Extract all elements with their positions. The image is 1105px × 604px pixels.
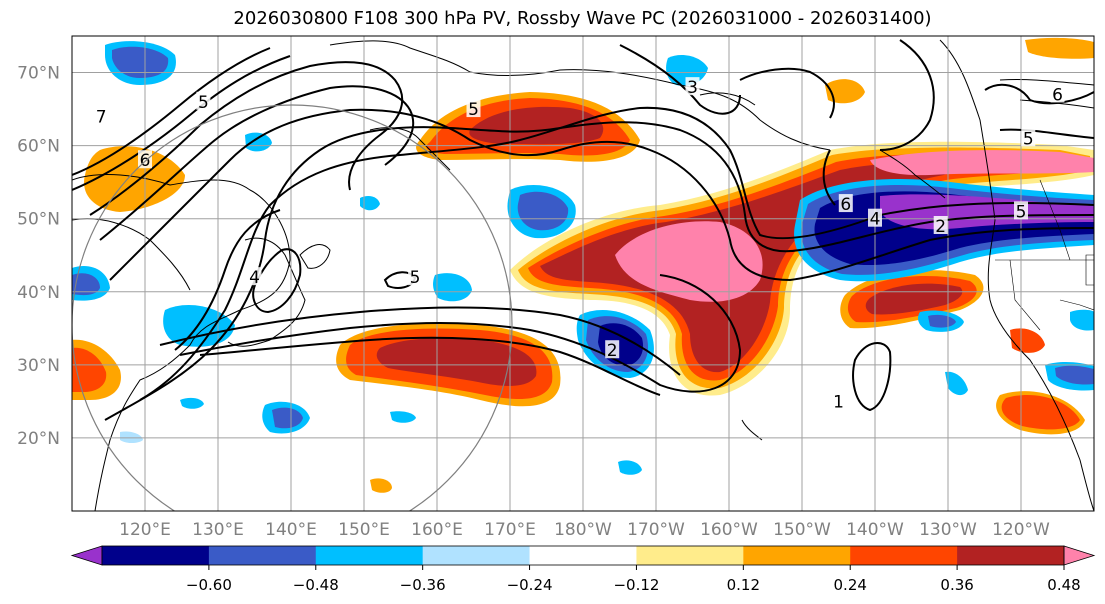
map-grid bbox=[72, 36, 1094, 511]
contour-label-bg bbox=[247, 267, 262, 286]
colorbar-tick-label: 0.36 bbox=[940, 576, 973, 594]
lat-tick-label: 50°N bbox=[17, 210, 60, 230]
colorbar-segment bbox=[529, 546, 637, 565]
longitude-tick-labels: 120°E 130°E 140°E 150°E 160°E 170°E 180°W 170°W… bbox=[119, 520, 1050, 540]
selection-circle bbox=[72, 104, 513, 511]
contour-label: 2 bbox=[607, 341, 618, 361]
lat-tick-label: 30°N bbox=[17, 356, 60, 376]
colorbar-tick-label: −0.24 bbox=[507, 576, 553, 594]
contour-label: 7 bbox=[96, 107, 107, 127]
lon-tick-label: 130°E bbox=[192, 520, 244, 540]
contour-label-bg bbox=[1050, 84, 1065, 103]
contour-label-bg bbox=[94, 106, 109, 125]
contour-label-bg bbox=[838, 194, 853, 213]
lon-tick-label: 180°W bbox=[554, 520, 612, 540]
colorbar-tick-label: −0.48 bbox=[293, 576, 339, 594]
lon-tick-label: 160°E bbox=[411, 520, 463, 540]
map-frame bbox=[71, 35, 1095, 512]
colorbar-outline bbox=[101, 545, 1065, 566]
pv-contours bbox=[72, 39, 1094, 421]
borders bbox=[995, 179, 1094, 331]
colorbar-tick-label: 0.48 bbox=[1047, 576, 1080, 594]
latitude-tick-labels: 20°N 30°N 40°N 50°N 60°N 70°N bbox=[17, 64, 60, 449]
lon-tick-label: 150°E bbox=[338, 520, 390, 540]
lat-tick-label: 20°N bbox=[17, 429, 60, 449]
contour-label-bg bbox=[1014, 201, 1028, 220]
lat-tick-label: 60°N bbox=[17, 137, 60, 157]
lon-tick-label: 120°E bbox=[119, 520, 171, 540]
colorbar-tick-labels: −0.60 −0.48 −0.36 −0.24 −0.12 0.12 0.24 0.36 0.4… bbox=[186, 565, 1081, 594]
colorbar-segment bbox=[850, 546, 958, 565]
colorbar-tick-label: 0.24 bbox=[834, 576, 867, 594]
contour-label-bg bbox=[831, 391, 846, 410]
colorbar-extend-low bbox=[70, 545, 103, 566]
contour-label-bg bbox=[196, 91, 211, 110]
colorbar-extend-high bbox=[1063, 545, 1096, 566]
contour-label: 4 bbox=[249, 268, 260, 288]
contour-label: 6 bbox=[840, 195, 851, 215]
coastlines bbox=[72, 39, 1094, 511]
lon-tick-label: 140°W bbox=[846, 520, 904, 540]
contour-label: 1 bbox=[833, 392, 844, 412]
colorbar-segment bbox=[636, 546, 744, 565]
lat-tick-label: 40°N bbox=[17, 283, 60, 303]
lat-tick-label: 70°N bbox=[17, 64, 60, 84]
contour-label: 5 bbox=[468, 100, 479, 120]
contour-label: 3 bbox=[687, 78, 698, 98]
contour-label: 4 bbox=[870, 210, 881, 230]
contour-label: 5 bbox=[410, 268, 421, 288]
colorbar-segment bbox=[957, 546, 1065, 565]
contour-label-bg bbox=[1021, 128, 1036, 147]
lon-tick-label: 160°W bbox=[700, 520, 758, 540]
colorbar-tick-label: 0.12 bbox=[727, 576, 760, 594]
contour-label-bg bbox=[685, 77, 700, 96]
colorbar-tick-label: −0.12 bbox=[613, 576, 659, 594]
lon-tick-label: 150°W bbox=[773, 520, 831, 540]
colorbar-tick-label: −0.60 bbox=[186, 576, 232, 594]
contour-label-bg bbox=[933, 216, 948, 234]
contour-label-bg bbox=[466, 99, 481, 118]
contour-label-bg bbox=[605, 340, 620, 359]
map-title: 2026030800 F108 300 hPa PV, Rossby Wave … bbox=[233, 8, 932, 29]
lon-tick-label: 140°E bbox=[265, 520, 317, 540]
lon-tick-label: 130°W bbox=[919, 520, 977, 540]
colorbar-segment bbox=[208, 546, 317, 565]
colorbar-segment bbox=[743, 546, 851, 565]
contour-label-bg bbox=[868, 208, 882, 227]
colorbar-tick-label: −0.36 bbox=[400, 576, 446, 594]
colorbar-segment bbox=[102, 546, 210, 565]
lon-tick-label: 170°W bbox=[627, 520, 685, 540]
lon-tick-label: 170°E bbox=[484, 520, 536, 540]
colorbar-segment bbox=[422, 546, 531, 565]
colorbar bbox=[70, 545, 1096, 566]
contour-label: 2 bbox=[935, 217, 946, 237]
contour-label: 5 bbox=[1016, 202, 1027, 222]
contour-label: 6 bbox=[1052, 85, 1063, 105]
contour-label: 5 bbox=[1023, 129, 1034, 149]
contour-label-bg bbox=[408, 267, 423, 286]
contour-label: 5 bbox=[198, 93, 209, 113]
lon-tick-label: 120°W bbox=[992, 520, 1050, 540]
colorbar-segment bbox=[315, 546, 424, 565]
